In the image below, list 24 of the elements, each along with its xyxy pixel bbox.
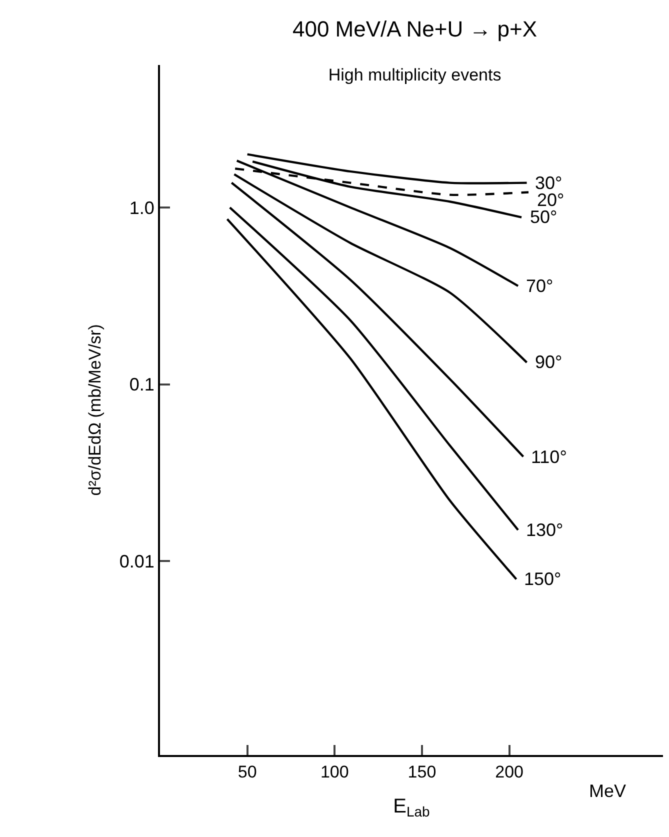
y-tick-label: 0.01 — [119, 551, 154, 572]
x-tick-label: 150 — [408, 762, 436, 782]
series-label: 70° — [526, 276, 554, 296]
x-tick-label: 50 — [238, 762, 257, 782]
series-label: 90° — [535, 352, 562, 372]
x-tick-label: 200 — [495, 762, 524, 782]
series-label: 150° — [524, 569, 562, 589]
series-label: 20° — [537, 190, 564, 210]
x-axis-title: E$_{Lab}$ — [393, 795, 430, 820]
line-series — [226, 218, 518, 580]
series-label: 110° — [531, 447, 567, 467]
x-tick-label: 100 — [320, 762, 349, 782]
series-label: 50° — [530, 207, 558, 227]
y-axis-title: d²σ/dEdΩ (mb/MeV/sr) — [85, 324, 104, 496]
line-series — [233, 173, 528, 364]
chart-subtitle: High multiplicity events — [328, 65, 502, 84]
y-tick-label: 0.1 — [129, 374, 154, 395]
text: MeV — [589, 781, 626, 801]
series-label: 130° — [526, 520, 564, 540]
series-label: 30° — [535, 173, 562, 193]
line-series — [230, 182, 524, 458]
line-series — [228, 206, 520, 532]
chart-title: 400 MeV/A Ne+U → p+X — [292, 16, 538, 42]
y-tick-label: 1.0 — [129, 198, 154, 218]
